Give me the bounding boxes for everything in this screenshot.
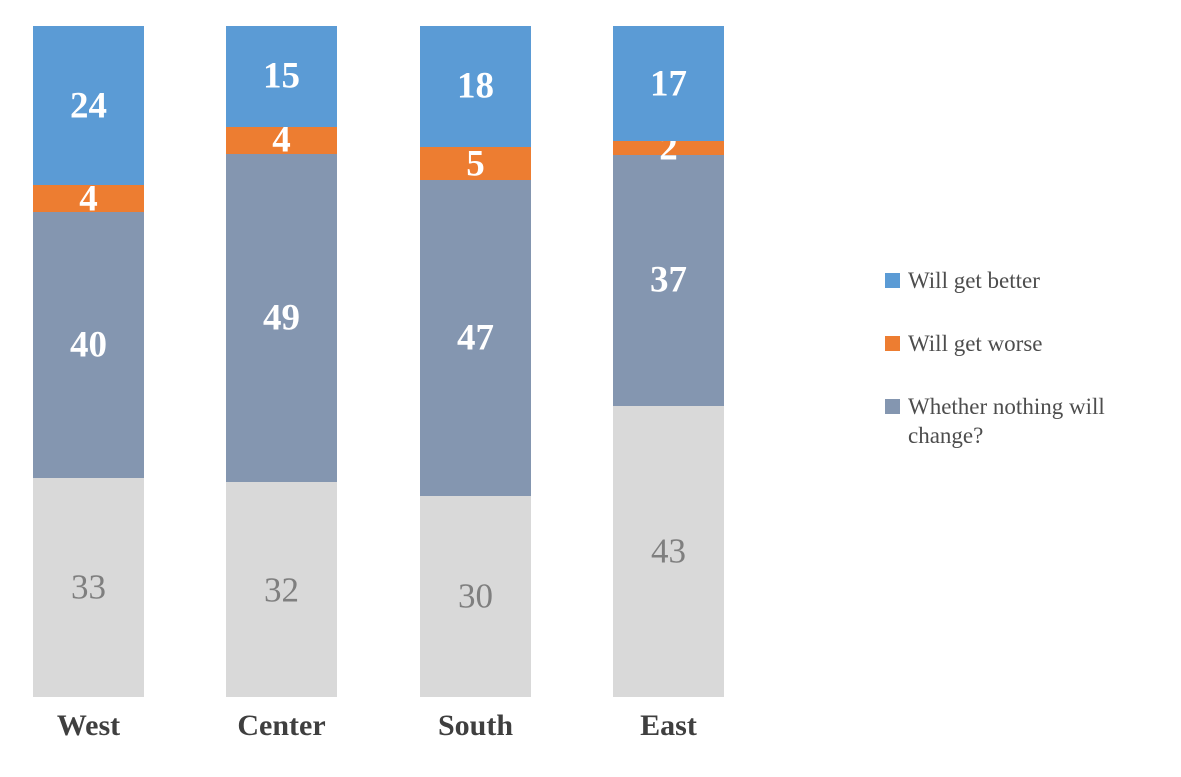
segment-value-label: 37 xyxy=(650,259,687,301)
legend-label: Will get worse xyxy=(908,331,1043,356)
legend-swatch-icon xyxy=(885,273,900,288)
segment-value-label: 40 xyxy=(70,324,107,366)
bar-east: 43 37 2 17 xyxy=(613,26,724,697)
bar-segment: 2 xyxy=(613,130,724,167)
segment-value-label: 32 xyxy=(264,570,299,610)
segment-value-label: 15 xyxy=(263,55,300,97)
category-label: Center xyxy=(237,709,326,742)
segment-value-label: 4 xyxy=(272,119,291,161)
segment-value-label: 18 xyxy=(457,65,494,107)
x-axis: West Center South East xyxy=(0,711,860,751)
bar-segment: 4 xyxy=(33,180,144,217)
category-label: West xyxy=(56,709,121,742)
bar-segment: 32 xyxy=(226,482,337,697)
bar-south: 30 47 5 18 xyxy=(420,26,531,697)
legend-item: Will get better xyxy=(885,266,1160,295)
legend-label: Whether nothing will change? xyxy=(908,394,1105,448)
segment-value-label: 30 xyxy=(458,576,493,616)
segment-value-label: 17 xyxy=(650,63,687,105)
segment-value-label: 5 xyxy=(466,143,485,185)
bar-segment: 33 xyxy=(33,477,144,697)
bar-segment: 49 xyxy=(226,153,337,483)
bar-segment: 37 xyxy=(613,154,724,406)
bar-center: 32 49 4 15 xyxy=(226,26,337,697)
bar-segment: 24 xyxy=(33,26,144,186)
segment-value-label: 43 xyxy=(651,531,686,571)
bar-segment: 43 xyxy=(613,405,724,697)
segment-value-label: 4 xyxy=(79,178,98,220)
plot-area: 33 40 4 24 32 49 4 15 30 47 5 18 43 37 2 17 xyxy=(0,26,860,697)
legend-item: Whether nothing will change? xyxy=(885,392,1160,450)
bar-west: 33 40 4 24 xyxy=(33,26,144,697)
segment-value-label: 24 xyxy=(70,85,107,127)
bar-segment: 18 xyxy=(420,26,531,147)
segment-value-label: 47 xyxy=(457,317,494,359)
legend: Will get better Will get worse Whether not… xyxy=(885,266,1160,450)
bar-segment: 30 xyxy=(420,495,531,697)
legend-item: Will get worse xyxy=(885,329,1160,358)
segment-value-label: 49 xyxy=(263,297,300,339)
category-label: East xyxy=(640,709,697,742)
bar-segment: 17 xyxy=(613,26,724,142)
bar-segment: 47 xyxy=(420,180,531,496)
legend-swatch-icon xyxy=(885,336,900,351)
bar-segment: 15 xyxy=(226,26,337,127)
category-label: South xyxy=(437,709,514,742)
legend-label: Will get better xyxy=(908,268,1040,293)
bar-segment: 40 xyxy=(33,212,144,478)
legend-swatch-icon xyxy=(885,399,900,414)
bar-segment: 5 xyxy=(420,143,531,185)
segment-value-label: 33 xyxy=(71,567,106,607)
bar-segment: 4 xyxy=(226,122,337,159)
